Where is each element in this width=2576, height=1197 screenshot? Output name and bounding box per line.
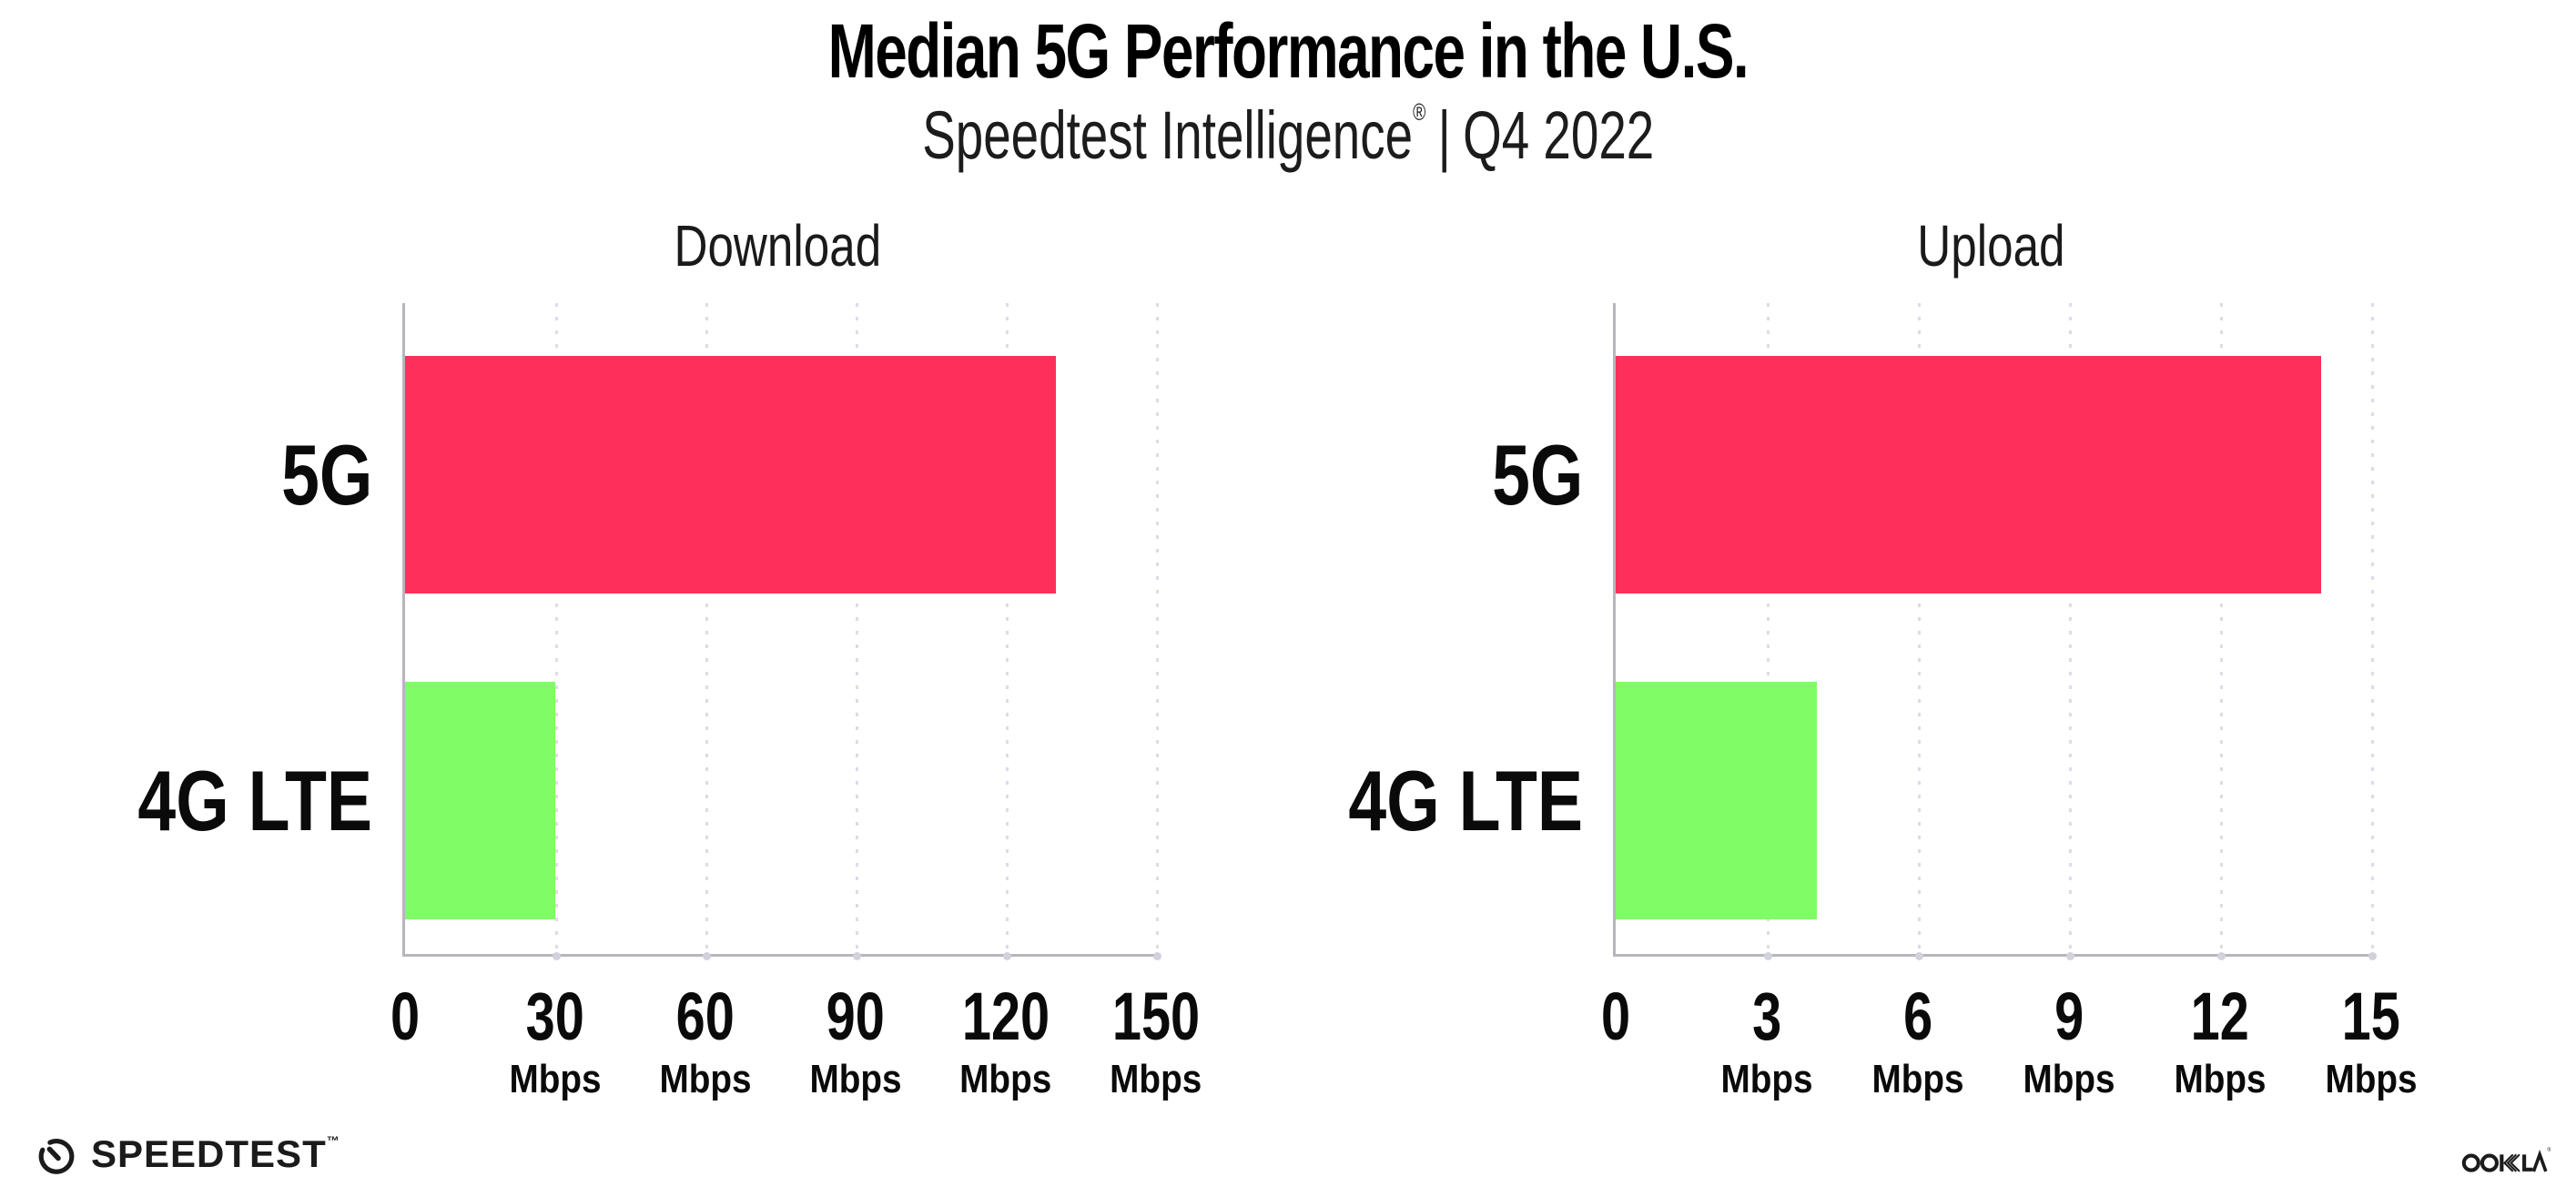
upload-x-tick-unit: Mbps <box>2319 1060 2424 1100</box>
upload-bar-4g-lte <box>1616 681 1818 919</box>
upload-category-label-5g: 5G <box>1491 427 1583 523</box>
download-x-tick-unit: Mbps <box>654 1060 758 1100</box>
download-bar-5g <box>405 356 1056 594</box>
speedtest-wordmark: SPEEDTEST™ <box>91 1132 340 1175</box>
download-x-axis: 0 30 Mbps 60 Mbps 90 Mbps 120 Mbps 150 Mbps <box>390 983 1202 1129</box>
upload-axis-tick-dot-3 <box>1764 952 1772 960</box>
page-title-text: Median 5G Performance in the U.S. <box>827 8 1749 94</box>
download-x-tick-unit: Mbps <box>804 1060 908 1100</box>
upload-x-tick-unit: Mbps <box>2017 1060 2122 1100</box>
download-bar-4g-lte <box>405 681 555 919</box>
upload-x-tick-12: 12 Mbps <box>2168 983 2273 1100</box>
upload-gridline-12 <box>2217 303 2226 960</box>
upload-x-tick-unit: Mbps <box>1866 1060 1971 1100</box>
download-x-tick-90: 90 Mbps <box>804 983 908 1100</box>
ookla-registered-mark: ® <box>2547 1146 2551 1153</box>
upload-gridline-6 <box>1915 303 1923 960</box>
download-axis-tick-dot-150 <box>1153 952 1161 960</box>
download-x-tick-unit: Mbps <box>949 1060 1061 1100</box>
subtitle-period: Q4 2022 <box>1462 97 1655 173</box>
upload-x-tick-value: 0 <box>1600 979 1631 1054</box>
download-x-tick-60: 60 Mbps <box>654 983 758 1100</box>
page-title: Median 5G Performance in the U.S. <box>0 11 2576 91</box>
upload-x-tick-value: 15 <box>2341 979 2401 1054</box>
upload-x-tick-unit-text: Mbps <box>2174 1057 2267 1101</box>
download-x-tick-unit: Mbps <box>1100 1060 1212 1100</box>
upload-chart-plot: 5G 4G LTE 0 3 Mbps 6 Mbps 9 Mbps 12 Mbps 15 Mbps <box>1348 303 2418 1100</box>
ookla-logo: ® <box>2461 1141 2551 1182</box>
speedtest-logo: SPEEDTEST™ <box>35 1132 340 1176</box>
speedtest-gauge-icon <box>38 1139 75 1174</box>
upload-axis-tick-dot-9 <box>2066 952 2074 960</box>
download-axis-tick-dot-60 <box>703 952 711 960</box>
download-gridline-30 <box>553 303 561 960</box>
download-x-tick-unit-text: Mbps <box>1110 1057 1202 1101</box>
upload-x-tick-9: 9 Mbps <box>2017 983 2122 1100</box>
upload-chart-title: Upload <box>1916 213 2065 279</box>
upload-x-tick-value: 3 <box>1751 979 1782 1054</box>
upload-x-tick-unit-text: Mbps <box>1871 1057 1964 1101</box>
upload-x-tick-unit-text: Mbps <box>2325 1057 2418 1101</box>
download-category-label-4g-lte: 4G LTE <box>137 752 372 848</box>
upload-axis-tick-dot-6 <box>1915 952 1923 960</box>
upload-x-tick-value: 9 <box>2054 979 2084 1054</box>
subtitle-separator: | <box>1437 97 1451 173</box>
download-x-tick-value: 60 <box>675 979 735 1054</box>
ookla-wordmark-icon: ® <box>2461 1146 2551 1172</box>
download-x-tick-value: 150 <box>1111 979 1201 1054</box>
download-axis-tick-dot-120 <box>1003 952 1011 960</box>
upload-gridline-9 <box>2066 303 2074 960</box>
download-x-tick-value: 120 <box>961 979 1050 1054</box>
download-x-tick-value: 30 <box>525 979 585 1054</box>
upload-x-tick-3: 3 Mbps <box>1715 983 1820 1100</box>
download-x-tick-unit-text: Mbps <box>509 1057 602 1101</box>
download-chart-plot: 5G 4G LTE 0 30 Mbps 60 Mbps 90 Mbps 120 Mbps 150 Mbp… <box>137 303 1202 1100</box>
subtitle-brand: Speedtest Intelligence <box>921 97 1413 173</box>
download-x-tick-unit-text: Mbps <box>959 1057 1052 1101</box>
upload-x-tick-15: 15 Mbps <box>2319 983 2424 1100</box>
download-x-tick-unit: Mbps <box>503 1060 608 1100</box>
download-gridline-120 <box>1003 303 1011 960</box>
upload-bar-5g <box>1616 356 2321 594</box>
speedtest-trademark: ™ <box>326 1133 340 1148</box>
download-x-tick-0: 0 <box>386 983 423 1050</box>
download-category-label-5g: 5G <box>280 427 372 523</box>
download-x-tick-150: 150 Mbps <box>1100 983 1212 1100</box>
upload-x-tick-unit: Mbps <box>1715 1060 1820 1100</box>
upload-x-tick-value: 12 <box>2190 979 2250 1054</box>
upload-gridline-15 <box>2368 303 2377 960</box>
upload-x-tick-value: 6 <box>1902 979 1933 1054</box>
download-gridline-90 <box>853 303 861 960</box>
upload-category-label-4g-lte: 4G LTE <box>1348 752 1583 848</box>
download-axis-tick-dot-90 <box>853 952 861 960</box>
upload-x-axis: 0 3 Mbps 6 Mbps 9 Mbps 12 Mbps 15 Mbps <box>1601 983 2418 1129</box>
download-gridline-150 <box>1153 303 1161 960</box>
registered-mark: ® <box>1412 98 1426 126</box>
upload-x-tick-0: 0 <box>1597 983 1634 1050</box>
upload-x-tick-unit-text: Mbps <box>1720 1057 1813 1101</box>
download-x-tick-unit-text: Mbps <box>659 1057 752 1101</box>
upload-axis-tick-dot-15 <box>2368 952 2377 960</box>
download-x-tick-value: 0 <box>390 979 421 1054</box>
upload-x-tick-unit-text: Mbps <box>2023 1057 2115 1101</box>
upload-axis-tick-dot-12 <box>2217 952 2226 960</box>
download-gridline-60 <box>703 303 711 960</box>
download-x-tick-value: 90 <box>826 979 886 1054</box>
upload-x-tick-6: 6 Mbps <box>1866 983 1971 1100</box>
download-x-tick-120: 120 Mbps <box>949 983 1061 1100</box>
download-x-tick-unit-text: Mbps <box>809 1057 902 1101</box>
page-subtitle-text: Speedtest Intelligence® | Q4 2022 <box>922 98 1654 172</box>
download-x-tick-30: 30 Mbps <box>503 983 608 1100</box>
upload-gridline-3 <box>1764 303 1772 960</box>
upload-x-tick-unit: Mbps <box>2168 1060 2273 1100</box>
page-subtitle: Speedtest Intelligence® | Q4 2022 <box>0 98 2576 172</box>
download-chart-title: Download <box>674 213 882 279</box>
download-axis-tick-dot-30 <box>553 952 561 960</box>
